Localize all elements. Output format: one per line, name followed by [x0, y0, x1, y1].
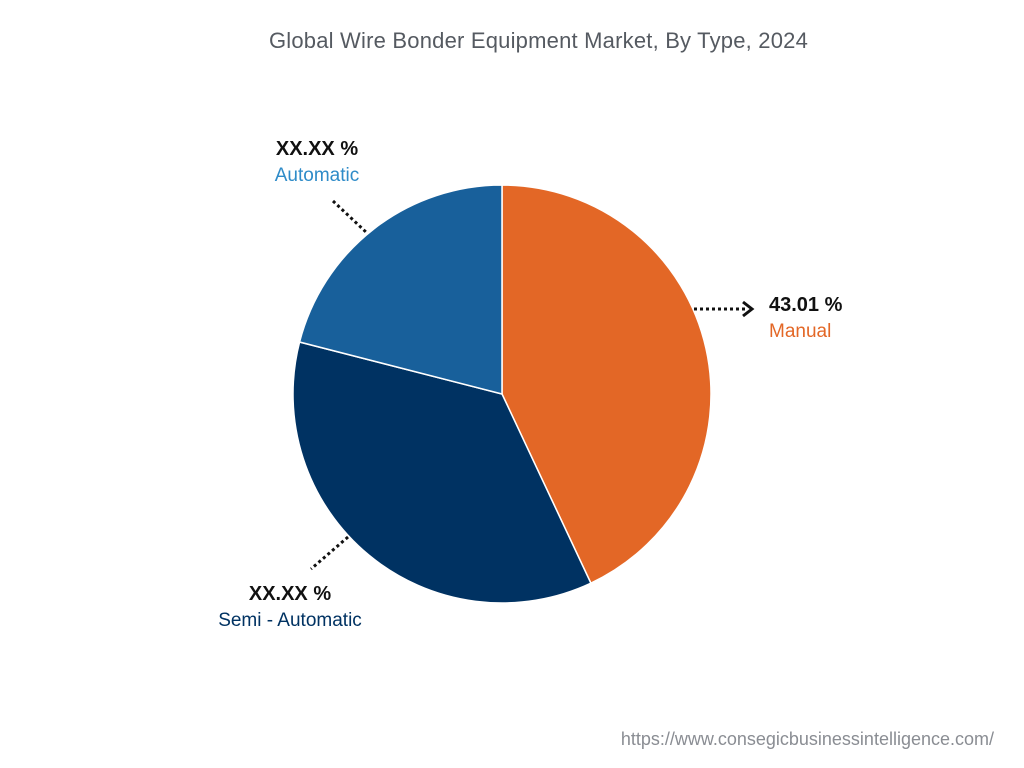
source-url: https://www.consegicbusinessintelligence…: [620, 729, 994, 749]
pie-slice-manual: [501, 184, 712, 585]
slice-percentage: XX.XX %: [248, 583, 332, 605]
leader-lines: [310, 199, 755, 571]
leader-line-automatic: [331, 199, 369, 235]
label-semi-automatic: XX.XX % Semi - Automatic: [200, 583, 380, 632]
slice-name: Automatic: [274, 165, 360, 186]
label-manual: 43.01 % Manual: [769, 294, 842, 343]
slice-name: Semi - Automatic: [218, 610, 362, 631]
slice-percentage: XX.XX %: [275, 138, 359, 160]
label-automatic: XX.XX % Automatic: [262, 138, 372, 187]
slice-percentage: 43.01 %: [769, 294, 843, 316]
pie-slice-automatic: [298, 184, 503, 395]
leader-arrow-manual: [742, 300, 755, 318]
pie-slice-semi-automatic: [292, 341, 592, 604]
pie-slices: [292, 184, 712, 604]
slice-name: Manual: [769, 321, 832, 342]
chart-title: Global Wire Bonder Equipment Market, By …: [268, 28, 809, 53]
leader-line-semi-automatic: [310, 535, 349, 571]
